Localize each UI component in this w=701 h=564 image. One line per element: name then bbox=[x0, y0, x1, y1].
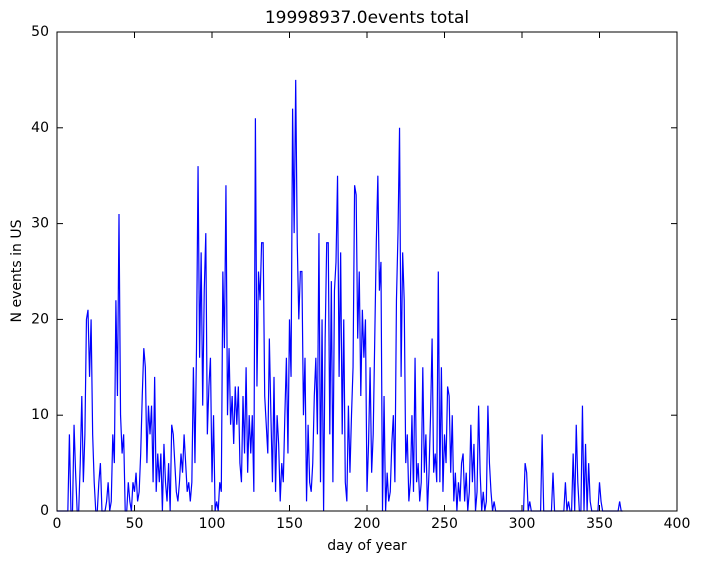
y-tick-label: 30 bbox=[31, 216, 49, 232]
x-tick-label: 350 bbox=[586, 516, 613, 532]
y-tick-label: 50 bbox=[31, 24, 49, 40]
x-tick-label: 200 bbox=[354, 516, 381, 532]
x-tick-label: 50 bbox=[126, 516, 144, 532]
plot-frame bbox=[56, 31, 678, 512]
x-tick-label: 150 bbox=[276, 516, 303, 532]
x-tick-label: 300 bbox=[509, 516, 536, 532]
y-tick-label: 10 bbox=[31, 407, 49, 423]
y-tick-label: 0 bbox=[40, 503, 49, 519]
x-tick-label: 400 bbox=[664, 516, 691, 532]
x-tick-label: 0 bbox=[53, 516, 62, 532]
y-axis-label: N events in US bbox=[9, 219, 25, 322]
y-tick-label: 20 bbox=[31, 311, 49, 327]
data-line bbox=[57, 79, 623, 512]
y-tick-label: 40 bbox=[31, 120, 49, 136]
chart-title: 19998937.0events total bbox=[265, 8, 469, 28]
x-tick-label: 100 bbox=[199, 516, 226, 532]
x-tick-label: 250 bbox=[431, 516, 458, 532]
x-axis-label: day of year bbox=[327, 538, 407, 554]
